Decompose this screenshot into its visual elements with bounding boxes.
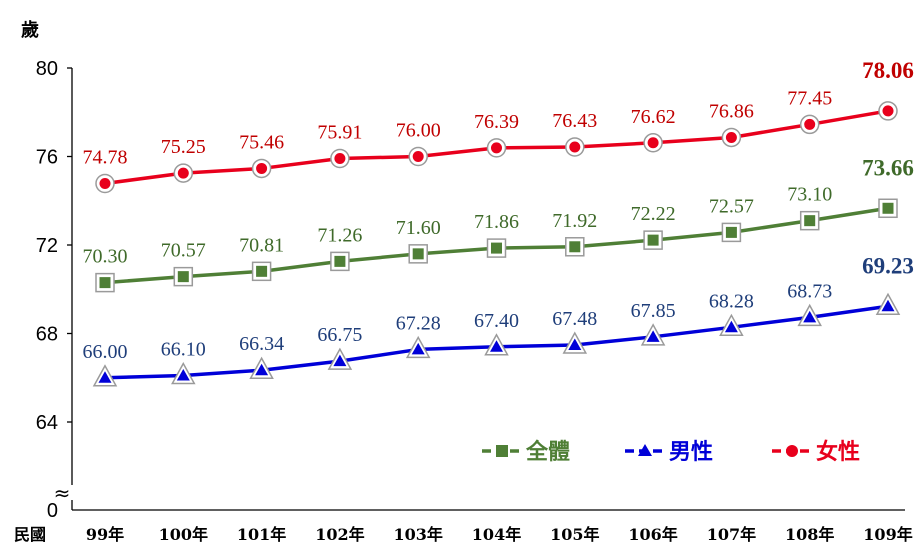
data-label: 76.86	[709, 100, 754, 122]
data-point-marker	[725, 226, 737, 238]
data-label: 66.00	[83, 341, 128, 363]
data-point-marker	[412, 248, 424, 260]
data-point-marker	[411, 342, 425, 355]
data-point-marker	[256, 265, 268, 277]
legend-label: 全體	[525, 439, 570, 465]
x-tick-label: 108年	[785, 525, 834, 544]
data-point-marker	[569, 141, 581, 153]
data-label: 67.28	[396, 312, 441, 334]
data-point-marker	[176, 369, 190, 381]
data-label: 71.60	[396, 217, 441, 239]
data-label: 66.75	[317, 324, 362, 346]
data-point-marker	[803, 310, 817, 323]
axes: ≈80 76 72 68 64 0 99年 100年 101年 102年 103年 104年 105年 1…	[36, 58, 913, 544]
y-tick-label: 80	[36, 58, 58, 80]
data-label: 67.40	[474, 310, 519, 332]
x-tick-label: 101年	[237, 525, 286, 544]
data-point-marker	[647, 234, 659, 246]
legend: 全體 男性 女性	[482, 439, 860, 465]
data-label: 74.78	[83, 146, 128, 168]
data-point-marker	[177, 167, 189, 179]
legend-label: 男性	[669, 440, 713, 465]
data-label: 68.73	[787, 280, 832, 302]
data-label: 75.91	[317, 121, 362, 143]
data-label: 70.81	[239, 234, 284, 256]
data-label: 73.10	[787, 184, 832, 206]
data-label: 78.06	[862, 58, 914, 83]
data-label: 75.25	[161, 136, 206, 158]
x-tick-label: 103年	[393, 525, 442, 544]
data-label: 72.22	[631, 203, 676, 225]
data-label: 76.39	[474, 111, 519, 133]
x-tick-label: 102年	[315, 525, 364, 544]
data-label: 71.86	[474, 211, 519, 233]
data-point-marker	[804, 215, 816, 227]
data-point-marker	[256, 162, 268, 174]
data-point-marker	[724, 320, 738, 333]
data-label: 76.62	[631, 106, 676, 128]
data-point-marker	[491, 142, 502, 154]
x-tick-label: 99年	[86, 525, 124, 544]
series-markers	[92, 101, 901, 387]
y-tick-label: 64	[36, 412, 58, 434]
data-point-marker	[804, 118, 816, 130]
y-tick-label-zero: 0	[47, 500, 58, 522]
data-point-marker	[490, 340, 503, 352]
y-axis-unit-label: 歲	[21, 19, 39, 41]
data-label: 70.30	[83, 246, 128, 268]
data-label: 71.92	[552, 210, 597, 232]
data-label: 73.66	[862, 155, 914, 180]
y-tick-label: 72	[36, 235, 58, 257]
axis-break-symbol: ≈	[54, 481, 71, 505]
data-label: 68.28	[709, 290, 754, 312]
data-point-marker	[334, 152, 346, 164]
data-point-marker	[569, 241, 581, 253]
x-tick-label: 107年	[707, 525, 756, 544]
data-label: 67.48	[552, 308, 597, 330]
x-tick-label: 104年	[472, 525, 521, 544]
data-point-marker	[491, 242, 502, 254]
data-label: 72.57	[709, 195, 754, 217]
data-label: 77.45	[787, 87, 832, 109]
y-tick-label: 76	[36, 147, 58, 169]
data-point-marker	[99, 177, 111, 189]
data-point-marker	[255, 363, 269, 376]
data-label: 75.46	[239, 131, 284, 153]
y-tick-label: 68	[36, 324, 58, 346]
data-point-marker	[334, 255, 346, 267]
legend-marker	[786, 445, 798, 457]
data-label: 71.26	[317, 224, 362, 246]
data-point-marker	[881, 299, 895, 312]
data-label: 76.43	[552, 110, 597, 132]
data-point-marker	[725, 131, 737, 143]
data-labels: 74.78 75.25 75.46 75.91 76.00 76.39 76.43 76.62…	[83, 58, 914, 363]
legend-marker	[638, 444, 652, 456]
data-label: 76.00	[396, 120, 441, 142]
data-label: 67.85	[631, 300, 676, 322]
data-point-marker	[177, 271, 189, 283]
x-tick-label: 105年	[550, 525, 599, 544]
data-point-marker	[99, 277, 111, 289]
data-label: 69.23	[862, 253, 914, 278]
data-label: 66.10	[161, 339, 206, 361]
data-label: 66.34	[239, 333, 284, 355]
data-point-marker	[646, 330, 660, 342]
data-point-marker	[412, 151, 424, 162]
data-point-marker	[98, 371, 112, 383]
data-point-marker	[882, 105, 894, 117]
x-tick-label: 100年	[159, 525, 208, 544]
data-point-marker	[882, 202, 894, 214]
data-label: 70.57	[161, 240, 206, 262]
x-tick-label: 109年	[863, 525, 912, 544]
legend-marker	[496, 445, 508, 457]
data-point-marker	[647, 137, 659, 149]
x-tick-label: 106年	[628, 525, 677, 544]
legend-label: 女性	[816, 439, 860, 465]
data-point-marker	[568, 338, 582, 351]
data-point-marker	[333, 354, 347, 367]
x-axis-era-label: 民國	[14, 525, 46, 544]
